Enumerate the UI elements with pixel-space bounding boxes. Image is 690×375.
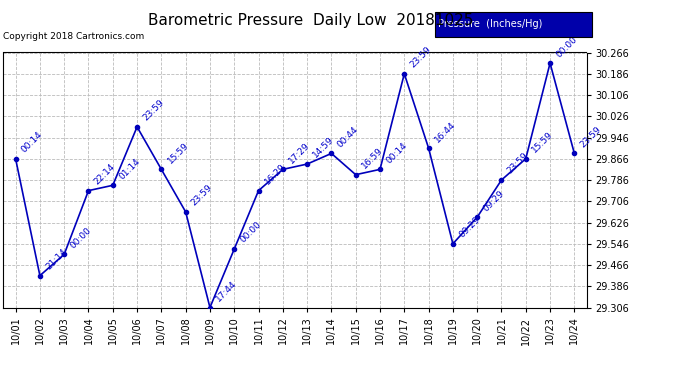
Text: 16:44: 16:44 — [433, 120, 457, 144]
Text: Barometric Pressure  Daily Low  20181025: Barometric Pressure Daily Low 20181025 — [148, 13, 473, 28]
Text: 00:14: 00:14 — [384, 141, 408, 165]
Text: 00:00: 00:00 — [68, 225, 93, 250]
Text: 09:29: 09:29 — [457, 215, 482, 240]
Text: 22:14: 22:14 — [92, 162, 117, 186]
Text: 21:14: 21:14 — [44, 247, 68, 272]
Text: 00:00: 00:00 — [239, 220, 263, 245]
Text: 23:59: 23:59 — [506, 151, 530, 176]
Text: 01:14: 01:14 — [117, 157, 141, 181]
Text: 00:00: 00:00 — [554, 34, 579, 59]
Text: 23:59: 23:59 — [141, 98, 166, 123]
Text: 23:59: 23:59 — [190, 183, 215, 208]
Text: 17:44: 17:44 — [214, 279, 239, 303]
Bar — [435, 12, 592, 37]
Text: 15:59: 15:59 — [530, 130, 555, 154]
Text: 09:29: 09:29 — [482, 189, 506, 213]
Text: 00:44: 00:44 — [335, 125, 360, 149]
Text: 17:29: 17:29 — [287, 141, 312, 165]
Text: 16:29: 16:29 — [263, 162, 287, 186]
Text: Pressure  (Inches/Hg): Pressure (Inches/Hg) — [438, 20, 542, 30]
Text: 15:59: 15:59 — [166, 141, 190, 165]
Text: 14:59: 14:59 — [311, 135, 336, 160]
Text: 00:14: 00:14 — [20, 130, 44, 154]
Text: 16:59: 16:59 — [360, 146, 384, 171]
Text: 23:59: 23:59 — [578, 125, 603, 149]
Text: Copyright 2018 Cartronics.com: Copyright 2018 Cartronics.com — [3, 32, 145, 41]
Text: 23:59: 23:59 — [408, 45, 433, 70]
